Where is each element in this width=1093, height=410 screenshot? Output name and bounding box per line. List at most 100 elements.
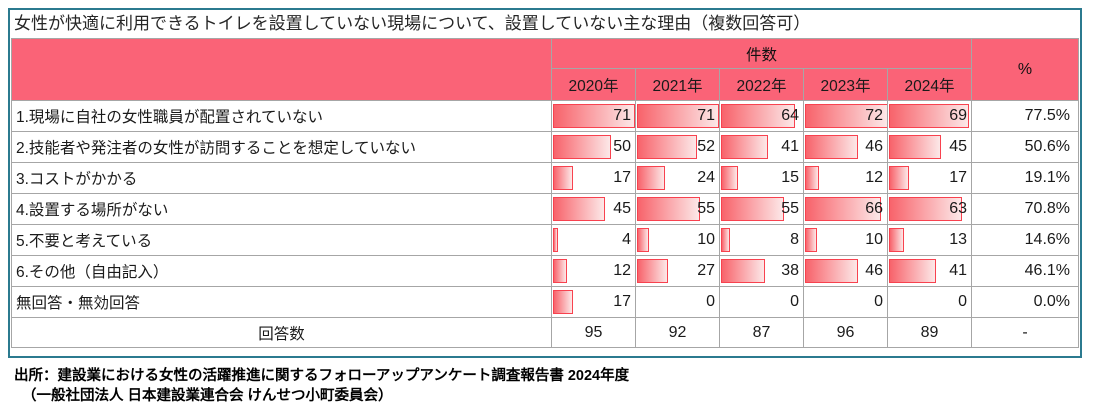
value-cell: 12 [551,255,636,287]
value-text: 52 [697,138,715,155]
value-text: 0 [790,293,799,310]
total-value-cell: 87 [719,317,804,348]
row-label: 3.コストがかかる [11,162,552,194]
value-cell: 12 [803,162,888,194]
value-text: 0 [874,293,883,310]
value-text: 55 [781,200,799,217]
total-value-cell: 92 [635,317,720,348]
percent-cell: 70.8% [971,193,1080,225]
table-header: 件数 % 2020年 2021年 2022年 2023年 2024年 [11,38,1080,101]
value-cell: 63 [886,193,973,225]
table-body: 1.現場に自社の女性職員が配置されていない 71 71 64 72 69 77.5% 2.技能… [11,100,1080,318]
data-bar [889,104,969,128]
data-table: 件数 % 2020年 2021年 2022年 2023年 2024年 1.現場に自社の女… [11,38,1080,348]
total-label: 回答数 [11,317,552,348]
year-header-row: 2020年 2021年 2022年 2023年 2024年 [12,68,1079,101]
total-value-cell: 89 [886,317,973,348]
table-row: 3.コストがかかる 17 24 15 12 17 19.1% [11,162,1080,194]
year-header-cell: 2020年 [551,68,636,101]
percent-cell: 50.6% [971,131,1080,163]
data-bar [553,290,573,314]
value-text: 13 [949,231,968,248]
count-group-header: 件数 [550,38,973,69]
data-bar [805,166,819,190]
value-cell: 55 [719,193,804,225]
value-cell: 17 [551,162,636,194]
table-row: 6.その他（自由記入） 12 27 38 46 41 46.1% [11,255,1080,287]
value-cell: 72 [803,100,888,132]
percent-header: % [971,38,1080,101]
data-bar [553,228,558,252]
table-row: 4.設置する場所がない 45 55 55 66 63 70.8% [11,193,1080,225]
value-text: 10 [865,231,883,248]
value-text: 64 [781,107,799,124]
value-text: 0 [958,293,968,310]
table-row: 無回答・無効回答 17 0 0 0 0 0.0% [11,286,1080,318]
row-label: 2.技能者や発注者の女性が訪問することを想定していない [11,131,552,163]
data-bar [721,197,785,221]
value-cell: 17 [551,286,636,318]
data-bar [889,135,941,159]
value-cell: 10 [803,224,888,256]
percent-cell: 0.0% [971,286,1080,318]
value-cell: 55 [635,193,720,225]
value-text: 41 [781,138,799,155]
value-text: 41 [949,262,968,279]
value-cell: 0 [803,286,888,318]
year-header-cell: 2024年 [886,68,973,101]
value-cell: 52 [635,131,720,163]
header-row-group: 件数 % [11,38,1080,101]
table-row: 2.技能者や発注者の女性が訪問することを想定していない 50 52 41 46 45 50.… [11,131,1080,163]
percent-cell: 14.6% [971,224,1080,256]
data-bar [637,135,697,159]
data-bar [553,135,611,159]
value-cell: 13 [886,224,973,256]
value-text: 66 [865,200,883,217]
table-row: 1.現場に自社の女性職員が配置されていない 71 71 64 72 69 77.5% [11,100,1080,132]
value-cell: 45 [886,131,973,163]
value-text: 72 [865,107,883,124]
value-cell: 50 [551,131,636,163]
value-cell: 41 [886,255,973,287]
data-bar [805,197,882,221]
value-text: 12 [613,262,631,279]
figure-title: 女性が快適に利用できるトイレを設置していない現場について、設置していない主な理由… [14,14,811,33]
data-bar [637,228,649,252]
value-text: 46 [865,262,883,279]
year-header-cell: 2022年 [719,68,804,101]
total-value-cell: 95 [551,317,636,348]
row-label: 1.現場に自社の女性職員が配置されていない [11,100,552,132]
value-text: 71 [613,107,631,124]
value-text: 63 [949,200,968,217]
value-cell: 71 [551,100,636,132]
data-bar [721,228,731,252]
data-bar [889,259,937,283]
value-cell: 10 [635,224,720,256]
value-cell: 69 [886,100,973,132]
row-label: 無回答・無効回答 [11,286,552,318]
data-bar [805,135,859,159]
value-text: 0 [706,293,715,310]
value-cell: 46 [803,131,888,163]
data-bar [889,228,905,252]
value-text: 10 [697,231,715,248]
value-cell: 15 [719,162,804,194]
row-label: 4.設置する場所がない [11,193,552,225]
data-bar [721,104,795,128]
year-header-cell: 2021年 [635,68,720,101]
value-cell: 8 [719,224,804,256]
value-text: 24 [697,169,715,186]
percent-cell: 77.5% [971,100,1080,132]
value-cell: 64 [719,100,804,132]
value-text: 15 [781,169,799,186]
value-cell: 4 [551,224,636,256]
value-text: 46 [865,138,883,155]
value-text: 71 [697,107,715,124]
row-label: 6.その他（自由記入） [11,255,552,287]
table-footer: 回答数 95 92 87 96 89- [11,317,1080,348]
value-cell: 38 [719,255,804,287]
value-text: 69 [949,107,968,124]
data-bar [721,166,739,190]
data-bar [553,104,635,128]
data-bar [721,259,765,283]
